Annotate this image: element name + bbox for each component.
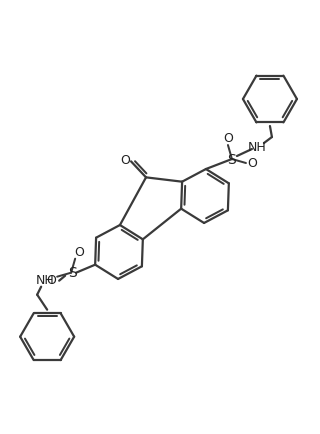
Text: O: O	[247, 157, 257, 170]
Text: O: O	[120, 154, 130, 167]
Text: O: O	[46, 274, 56, 287]
Text: O: O	[223, 132, 233, 145]
Text: NH: NH	[36, 274, 54, 287]
Text: S: S	[68, 266, 76, 279]
Text: NH: NH	[248, 141, 266, 154]
Text: S: S	[228, 153, 236, 167]
Text: O: O	[74, 246, 84, 259]
